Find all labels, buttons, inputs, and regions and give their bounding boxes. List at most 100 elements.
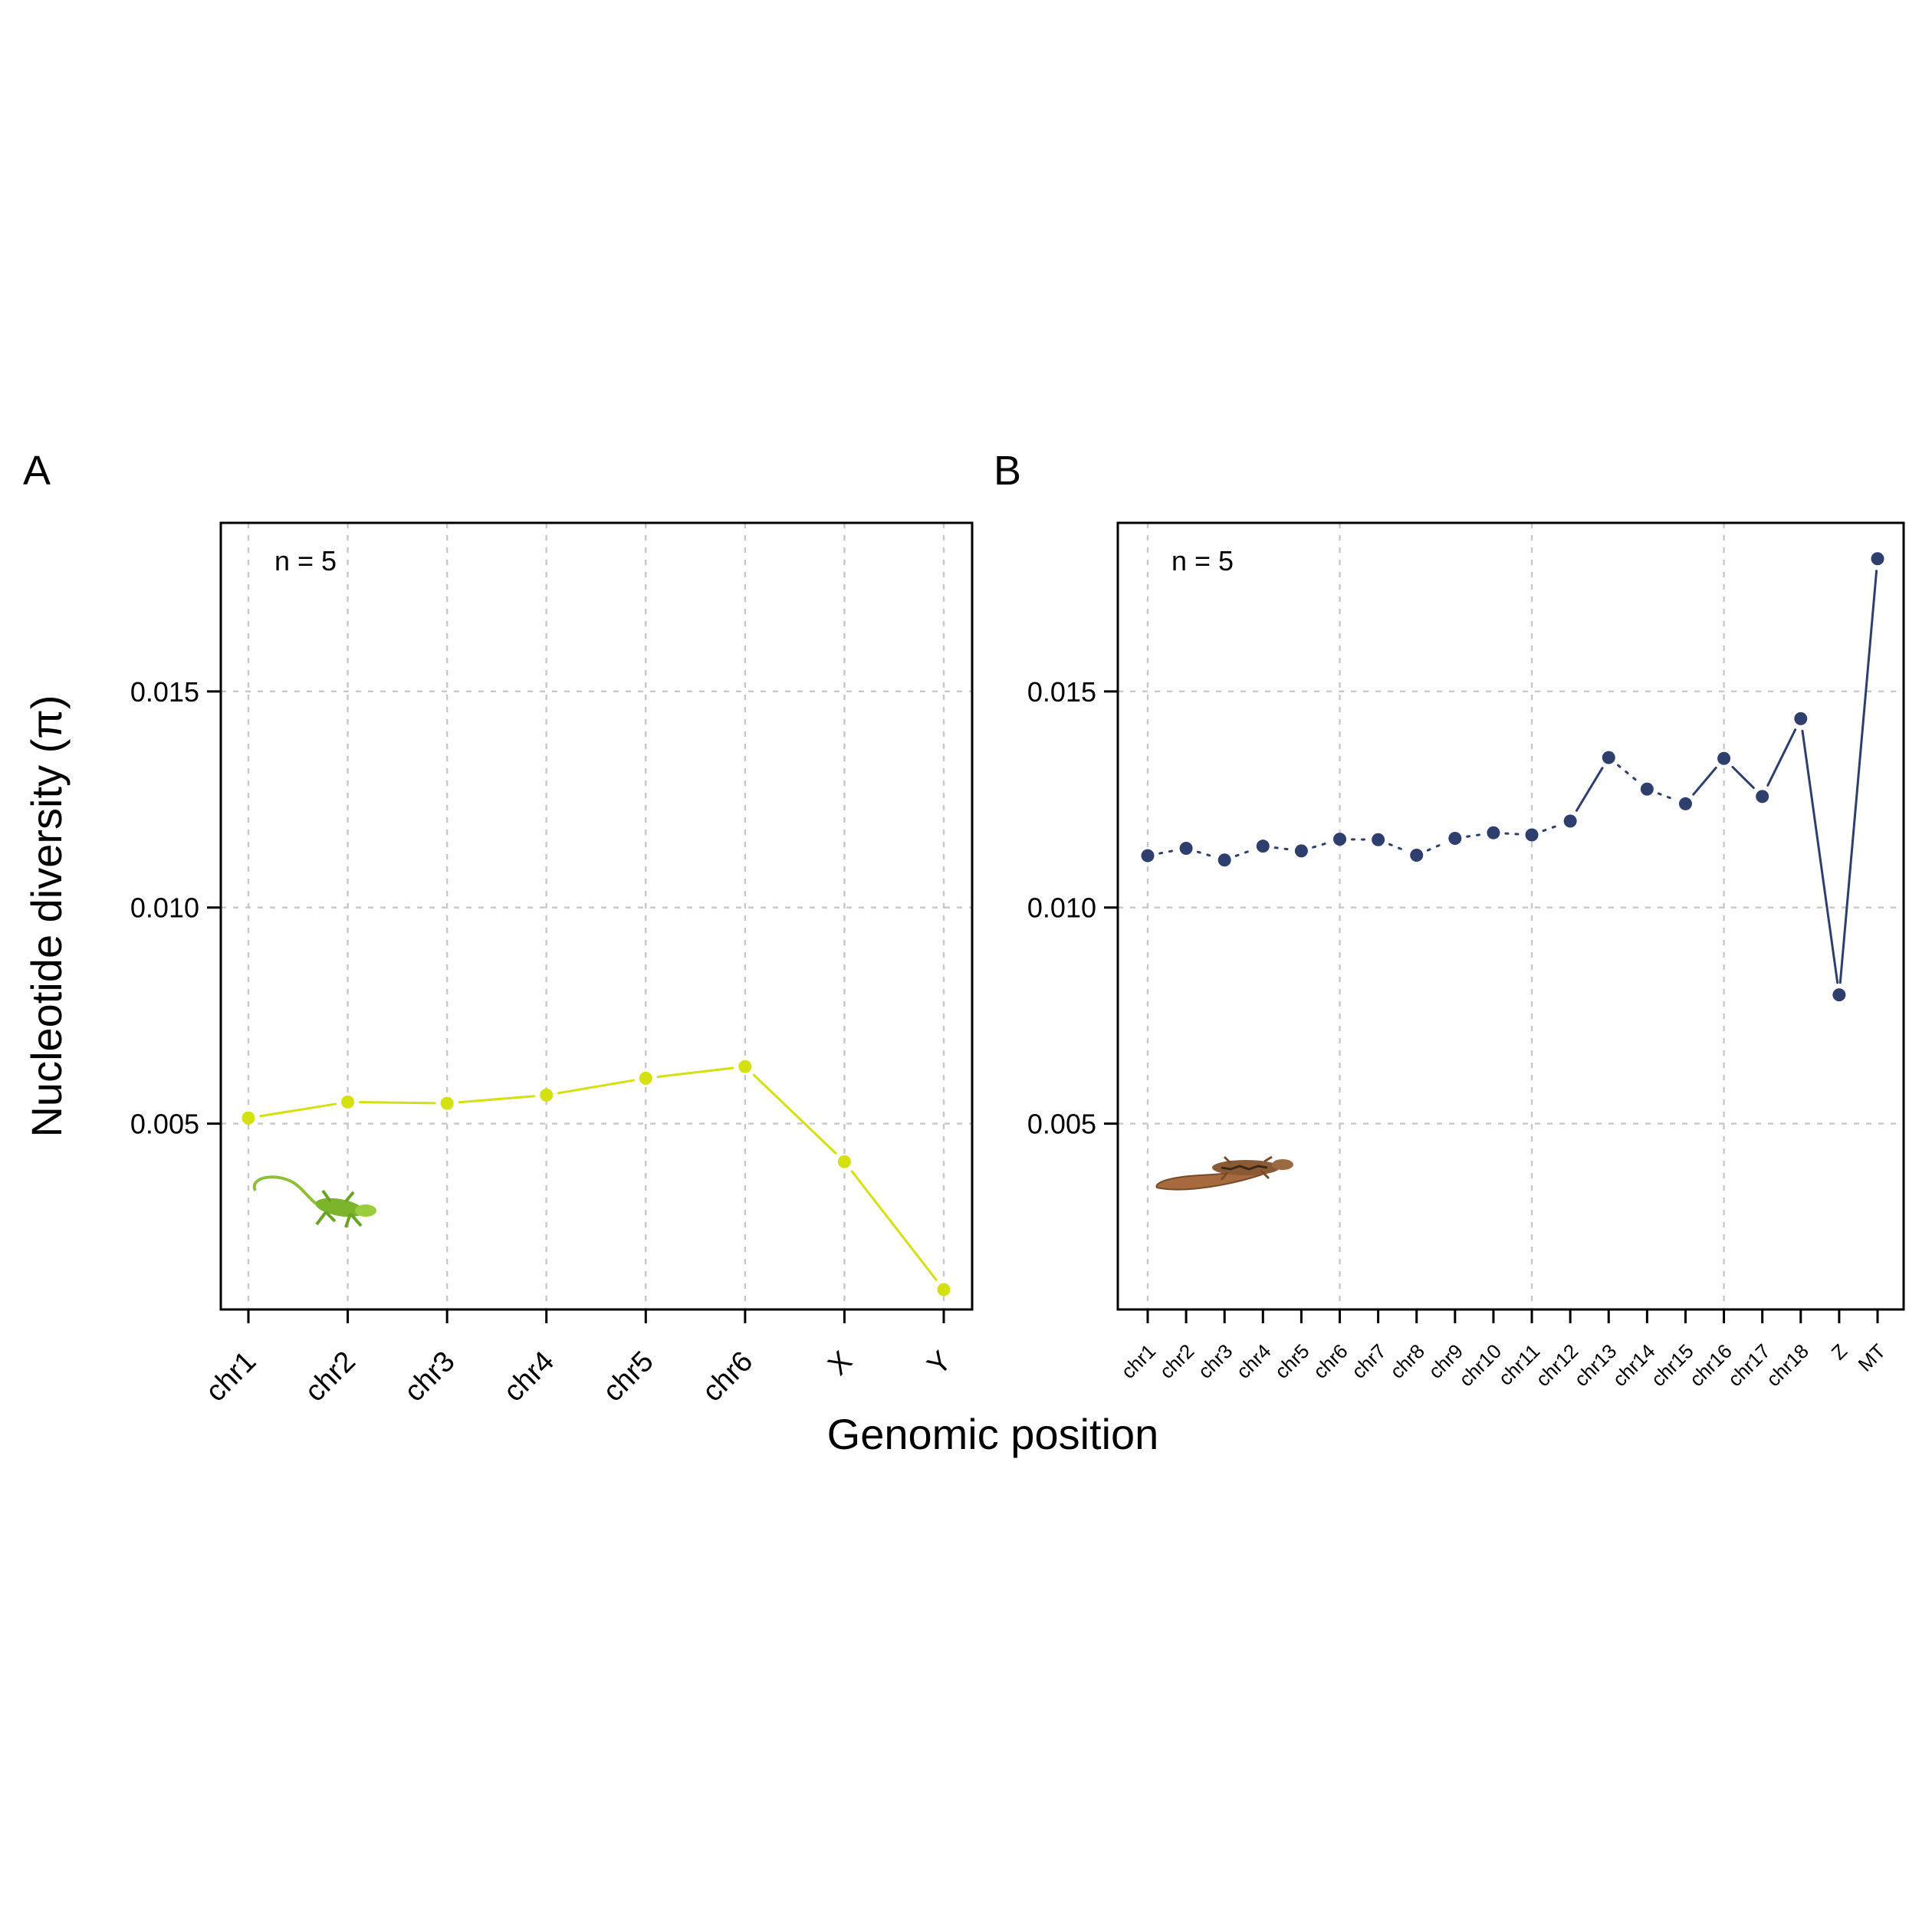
green-anole-lizard-icon [252,1175,376,1228]
data-point [937,1283,951,1296]
panel-a-letter: A [23,448,51,494]
y-tick-label: 0.015 [1027,676,1096,708]
data-point [1678,797,1692,810]
x-tick-label: chr10 [1454,1339,1506,1391]
data-point [1487,826,1500,840]
x-tick-label: chr14 [1608,1339,1659,1391]
data-point [1525,828,1539,842]
data-point [1602,751,1615,764]
series-segment [557,1079,636,1095]
panel-a-series-line [259,1066,938,1281]
y-tick-label: 0.005 [130,1109,199,1140]
data-point [1179,841,1193,855]
x-tick-label: chr8 [1385,1339,1429,1383]
x-tick-label: chr11 [1493,1339,1544,1390]
data-point [1640,782,1654,796]
series-segment [1542,823,1560,833]
series-segment [1234,849,1253,857]
data-point [1294,844,1308,858]
series-segment [1426,842,1445,852]
data-point [1871,552,1884,566]
panel-b-x-axis: chr1chr2chr3chr4chr5chr6chr7chr8chr9chr1… [1116,1309,1890,1391]
series-segment [1504,832,1521,836]
series-segment [1466,833,1483,838]
series-segment [752,1073,837,1155]
y-axis-title: Nucleotide diversity (π) [22,695,71,1137]
y-tick-label: 0.010 [130,892,199,924]
data-point [1794,711,1808,725]
x-tick-label: chr4 [1232,1339,1276,1383]
panel-b-grid [1118,523,1904,1309]
series-segment [1617,764,1639,783]
data-point [1717,751,1731,765]
x-axis-title: Genomic position [827,1410,1159,1458]
x-tick-label: chr7 [1347,1339,1391,1383]
data-point [1256,840,1270,853]
series-segment [1731,765,1755,790]
panel-a-grid [221,523,972,1309]
y-tick-label: 0.005 [1027,1109,1096,1140]
x-tick-label: chr2 [1155,1339,1198,1383]
series-segment [1158,849,1175,855]
panel-b-frame [1116,521,1905,1311]
data-point [1756,790,1769,803]
data-point [837,1155,851,1168]
data-point [1832,988,1846,1002]
data-point [1410,849,1424,863]
x-tick-label: chr2 [299,1346,362,1408]
x-tick-label: chr3 [1193,1339,1237,1383]
panel-a-frame [219,521,974,1311]
series-segment [656,1066,734,1079]
panel-a-points [242,1060,951,1296]
brown-lizard-icon [1155,1155,1293,1191]
x-tick-label: chr3 [399,1346,462,1408]
panel-b-sample-size: n = 5 [1171,545,1234,577]
panel-b-points [1141,552,1884,1002]
x-tick-label: chr17 [1723,1339,1775,1391]
panel-b-y-axis: 0.005 0.010 0.015 [1027,676,1118,1140]
panel-a-y-axis: 0.005 0.010 0.015 [130,676,221,1140]
series-segment [1273,846,1291,851]
x-tick-label: chr16 [1685,1339,1737,1391]
data-point [738,1060,752,1073]
data-point [540,1088,554,1102]
y-tick-label: 0.010 [1027,892,1096,924]
data-point [1563,814,1577,828]
panel-a-x-axis: chr1 chr2 chr3 chr4 chr5 chr6 X Y [199,1309,958,1408]
series-segment [1838,570,1878,984]
x-tick-label: chr6 [1309,1339,1352,1383]
panel-b-letter: B [994,448,1021,494]
series-segment [1657,792,1676,801]
x-tick-label: chr15 [1647,1339,1698,1391]
x-tick-label: chr4 [498,1346,560,1408]
x-tick-label: chr12 [1531,1339,1582,1391]
panel-a-sample-size: n = 5 [274,545,337,577]
x-tick-label: chr18 [1762,1339,1813,1391]
data-point [1217,853,1231,867]
series-segment [1388,843,1407,853]
data-point [440,1096,454,1110]
x-tick-label: chr1 [199,1346,262,1408]
x-tick-label: Z [1827,1339,1852,1365]
data-point [639,1071,652,1085]
series-segment [1801,729,1839,984]
x-tick-label: chr5 [1270,1339,1314,1383]
data-point [341,1095,355,1109]
x-tick-label: chr1 [1116,1339,1160,1383]
x-tick-label: Y [922,1346,958,1382]
series-segment [1766,728,1797,787]
series-segment [259,1102,337,1118]
series-segment [850,1170,938,1281]
series-segment [1196,850,1214,858]
x-tick-label: X [822,1346,859,1382]
x-tick-label: chr13 [1569,1339,1621,1391]
series-segment [1575,767,1604,812]
x-tick-label: chr5 [597,1346,660,1408]
data-point [1372,833,1385,846]
x-tick-label: chr6 [696,1346,759,1408]
data-point [242,1111,255,1125]
panel-b-series-line [1158,570,1878,984]
data-point [1333,833,1347,846]
